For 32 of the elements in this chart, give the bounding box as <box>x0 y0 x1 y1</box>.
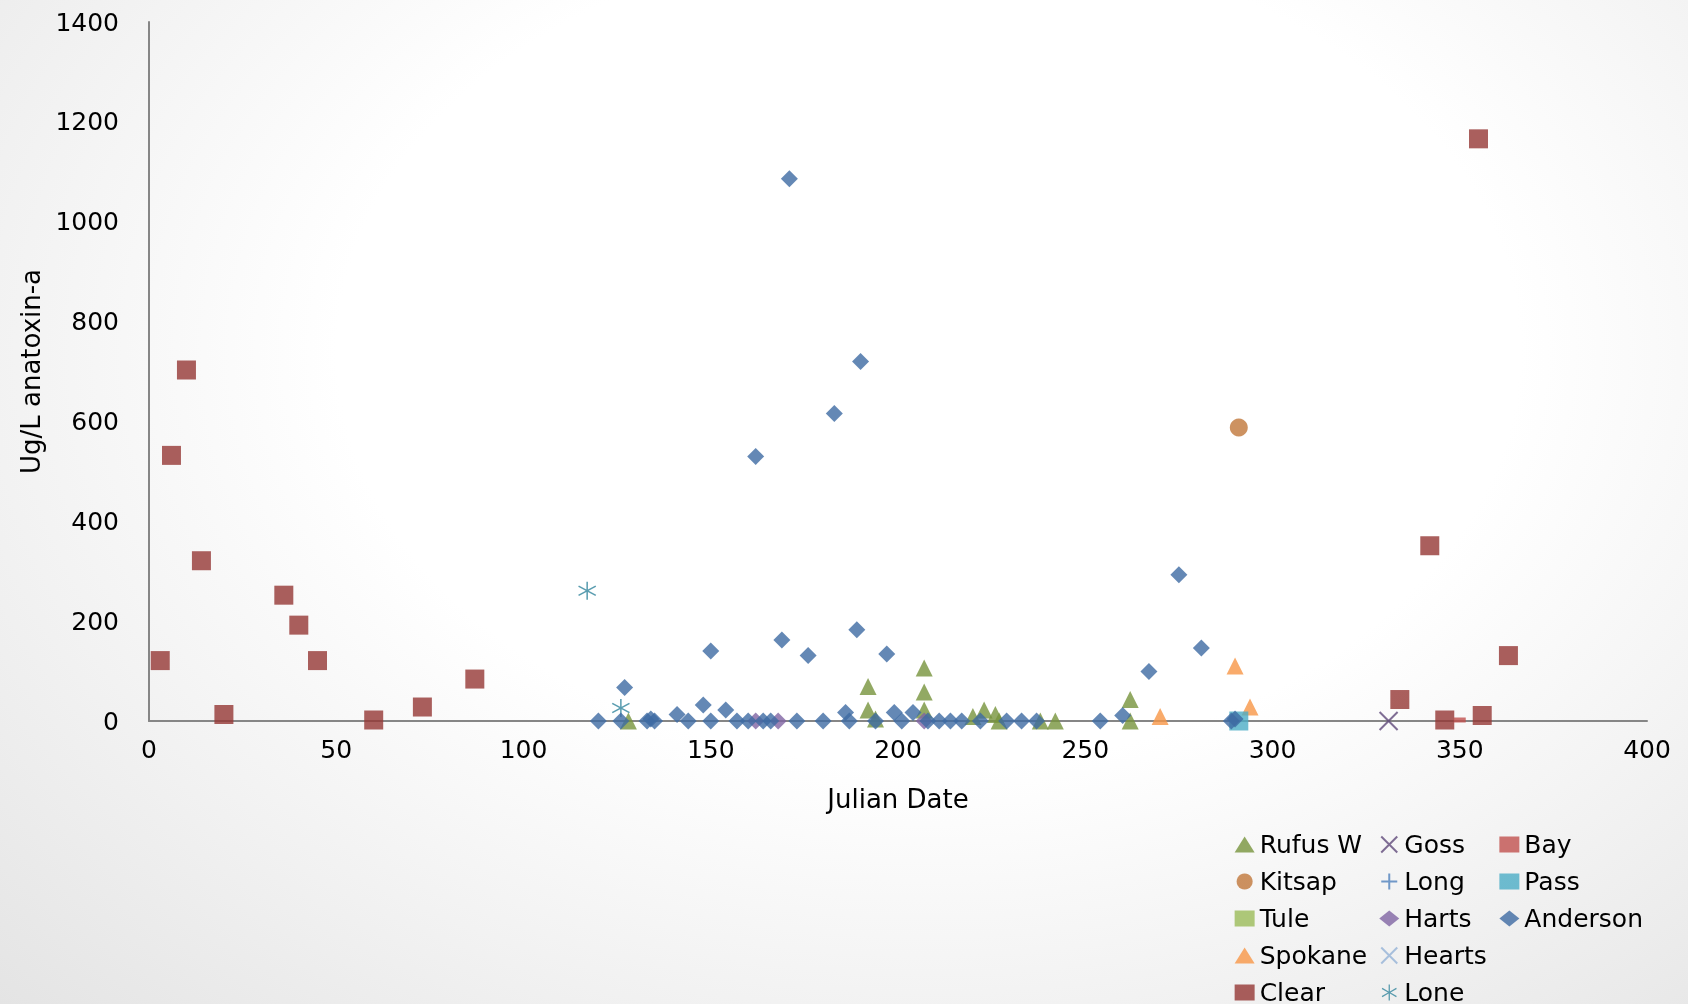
y-tick-label: 800 <box>71 307 119 337</box>
x-axis-title: Julian Date <box>825 784 969 814</box>
x-tick-label: 350 <box>1435 735 1484 764</box>
x-tick-label: 100 <box>499 735 548 764</box>
legend-label: Clear <box>1259 978 1326 1004</box>
y-tick-label: 200 <box>71 606 119 636</box>
x-tick-label: 200 <box>874 735 922 764</box>
y-tick-label: 1000 <box>55 207 119 237</box>
legend-label: Pass <box>1524 867 1580 896</box>
x-tick-label: 150 <box>686 735 735 764</box>
x-tick-label: 0 <box>141 735 157 764</box>
y-tick-label: 600 <box>71 406 119 436</box>
legend-label: Tule <box>1258 904 1310 933</box>
y-tick-label: 0 <box>103 706 119 736</box>
legend-label: Lone <box>1404 978 1465 1004</box>
x-tick-label: 300 <box>1248 735 1297 764</box>
x-tick-label: 250 <box>1061 735 1110 764</box>
y-tick-label: 400 <box>71 506 119 536</box>
legend-label: Long <box>1404 867 1465 896</box>
legend-label: Anderson <box>1524 904 1643 933</box>
legend-label: Rufus W <box>1259 830 1363 859</box>
legend-label: Kitsap <box>1259 867 1337 896</box>
x-tick-label: 400 <box>1623 735 1671 764</box>
legend-label: Harts <box>1404 904 1472 933</box>
y-tick-label: 1200 <box>55 107 119 137</box>
y-tick-label: 1400 <box>55 7 119 37</box>
legend-label: Spokane <box>1259 941 1368 970</box>
legend-label: Goss <box>1404 830 1465 859</box>
legend-label: Hearts <box>1404 941 1487 970</box>
legend-label: Bay <box>1524 830 1572 859</box>
y-axis-title: Ug/L anatoxin-a <box>16 268 47 475</box>
x-tick-label: 50 <box>320 735 353 764</box>
